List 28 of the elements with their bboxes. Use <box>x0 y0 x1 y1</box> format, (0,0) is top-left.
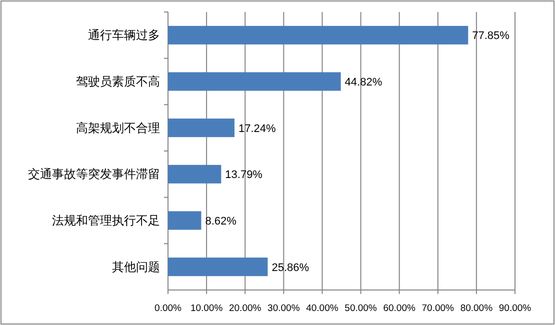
bar <box>168 26 468 44</box>
bar <box>168 118 234 138</box>
data-label: 17.24% <box>238 122 276 135</box>
x-tick-label: 20.00% <box>228 303 262 314</box>
data-label: 13.79% <box>225 169 263 182</box>
x-tick-label: 60.00% <box>383 303 416 314</box>
x-tick-label: 70.00% <box>422 303 455 314</box>
bar <box>168 211 202 230</box>
x-tick-label: 10.00% <box>190 303 224 314</box>
x-tick-label: 40.00% <box>306 303 339 314</box>
y-tick-label: 高架规划不合理 <box>76 120 160 135</box>
y-tick-label: 其他问题 <box>112 260 160 274</box>
data-label: 44.82% <box>344 76 382 88</box>
x-tick-label: 50.00% <box>344 303 378 314</box>
x-tick-label: 30.00% <box>268 303 300 314</box>
data-label: 77.85% <box>472 30 510 42</box>
bar <box>168 258 268 276</box>
data-label: 8.62% <box>205 216 237 228</box>
y-tick-label: 驾驶员素质不高 <box>76 74 160 88</box>
x-tick-label: 0.00% <box>154 303 182 314</box>
y-tick-label: 通行车辆过多 <box>88 28 160 42</box>
data-label: 25.86% <box>272 262 310 274</box>
x-tick-label: 90.00% <box>498 303 532 314</box>
y-tick-label: 法规和管理执行不足 <box>52 214 160 228</box>
x-tick-label: 80.00% <box>460 303 494 314</box>
y-tick-label: 交通事故等突发事件滞留 <box>28 167 160 182</box>
bar <box>168 164 222 184</box>
bar <box>168 72 341 91</box>
